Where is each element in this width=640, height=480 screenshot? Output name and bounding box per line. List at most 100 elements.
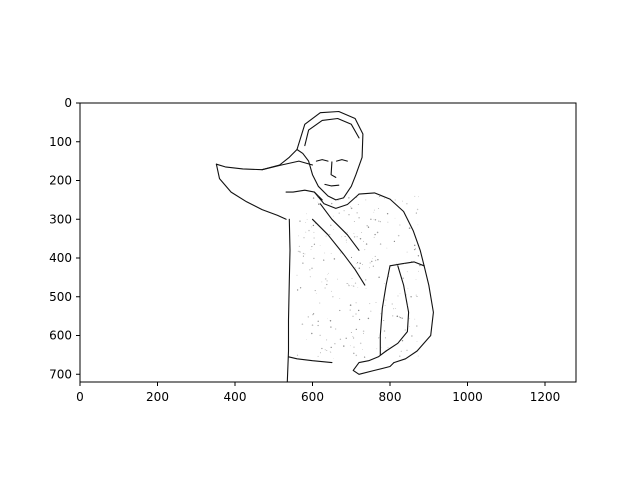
sketch-speck <box>330 252 332 254</box>
sketch-speck <box>305 221 307 223</box>
sketch-speck <box>317 355 319 357</box>
x-tick-label: 1200 <box>530 390 561 404</box>
sketch-speck <box>417 255 420 257</box>
x-tick-label: 800 <box>379 390 402 404</box>
sketch-speck <box>399 316 402 319</box>
sketch-speck <box>384 282 385 284</box>
sketch-speck <box>304 253 306 255</box>
sketch-speck <box>311 332 313 335</box>
sketch-speck <box>340 252 341 254</box>
sketch-speck <box>356 212 358 214</box>
sketch-speck <box>346 283 348 284</box>
sketch-speck <box>414 195 416 197</box>
sketch-speck <box>339 338 342 340</box>
x-tick-label: 200 <box>146 390 169 404</box>
sketch-speck <box>398 316 400 318</box>
sketch-speck <box>317 201 319 203</box>
sketch-speck <box>326 349 328 351</box>
sketch-speck <box>296 289 299 291</box>
sketch-speck <box>333 258 336 260</box>
sketch-speck <box>338 212 340 214</box>
sketch-speck <box>309 269 311 271</box>
sketch-speck <box>329 233 331 236</box>
right-eye-stroke <box>315 159 329 162</box>
sketch-speck <box>330 290 332 292</box>
sketch-speck <box>299 220 301 222</box>
sketch-speck <box>354 282 357 284</box>
sketch-speck <box>406 304 408 306</box>
sketch-speck <box>364 249 366 251</box>
axes-frame <box>79 102 577 383</box>
sketch-speck <box>416 325 418 327</box>
shirt-right-side-stroke <box>379 265 391 356</box>
sketch-speck <box>365 243 368 245</box>
sketch-speck <box>416 340 418 342</box>
sketch-speck <box>306 219 308 220</box>
sketch-speck <box>313 313 315 315</box>
sketch-speck <box>392 315 394 317</box>
sketch-speck <box>394 199 396 201</box>
sketch-speck <box>373 218 375 220</box>
sketch-speck <box>373 209 375 211</box>
sketch-speck <box>365 287 367 289</box>
sketch-speck <box>378 220 380 222</box>
sketch-speck <box>329 351 331 353</box>
sketch-speck <box>326 339 328 341</box>
sketch-speck <box>357 286 359 288</box>
sketch-speck <box>349 309 351 311</box>
y-tick-label: 0 <box>64 96 72 110</box>
sketch-speck <box>301 323 304 326</box>
right-arm-inner-stroke <box>385 265 410 352</box>
sketch-speck <box>375 302 377 303</box>
sketch-speck <box>323 259 325 261</box>
sketch-speck <box>325 235 327 237</box>
sketch-speck <box>396 262 397 264</box>
sketch-speck <box>417 224 419 226</box>
sketch-speck <box>299 287 302 289</box>
sketch-speck <box>299 251 301 253</box>
sketch-speck <box>351 278 353 279</box>
sketch-speck <box>324 287 326 289</box>
sketch-speck <box>374 255 376 257</box>
sketch-speck <box>376 348 378 350</box>
right-shoulder-stroke <box>358 192 425 267</box>
sketch-speck <box>377 207 380 210</box>
sketch-speck <box>313 237 315 239</box>
sketch-speck <box>409 318 411 319</box>
sketch-speck <box>407 288 409 289</box>
sketch-speck <box>341 236 343 238</box>
sketch-speck <box>307 316 309 318</box>
sketch-speck <box>379 243 382 245</box>
sketch-speck <box>378 276 380 278</box>
sketch-speck <box>363 332 364 334</box>
sketch-speck <box>326 283 328 286</box>
sketch-speck <box>365 199 367 201</box>
sketch-speck <box>401 317 403 319</box>
sketch-speck <box>383 330 386 332</box>
sketch-speck <box>312 313 314 316</box>
collar-stroke <box>313 191 360 209</box>
sketch-speck <box>324 252 326 254</box>
sketch-speck <box>318 203 320 205</box>
sketch-speck <box>359 237 362 240</box>
sketch-speck <box>326 280 328 282</box>
shirt-left-side-stroke <box>286 218 291 382</box>
sketch-speck <box>306 339 307 340</box>
sketch-speck <box>332 215 334 217</box>
sketch-speck <box>406 251 408 253</box>
sketch-speck <box>309 276 311 278</box>
sketch-speck <box>353 337 355 339</box>
y-tick-label: 600 <box>49 329 72 343</box>
sketch-speck <box>418 270 420 272</box>
sketch-speck <box>296 274 298 276</box>
sketch-speck <box>332 296 334 298</box>
sketch-speck <box>302 255 304 257</box>
hand-on-hip-stroke <box>352 350 395 375</box>
sketch-speck <box>384 305 386 307</box>
sketch-speck <box>410 260 413 263</box>
sketch-speck <box>302 262 304 264</box>
sketch-speck <box>329 320 332 322</box>
sketch-speck <box>369 267 370 269</box>
sketch-speck <box>353 346 355 348</box>
